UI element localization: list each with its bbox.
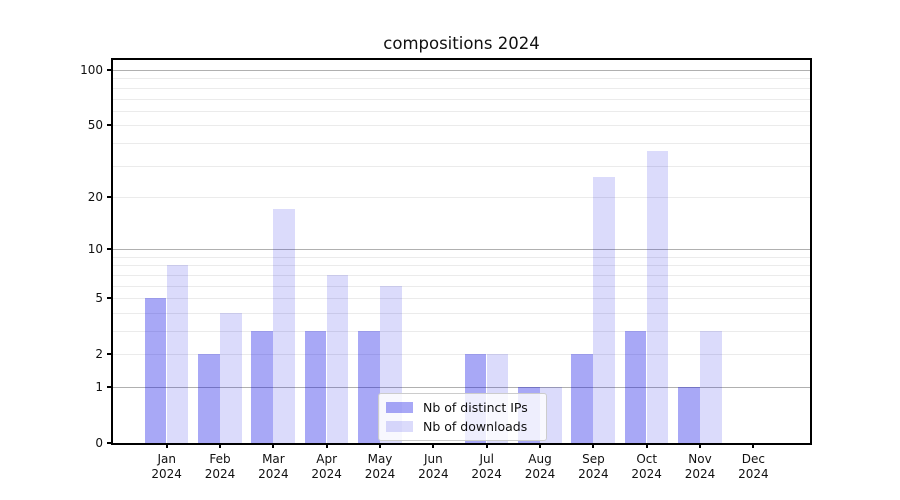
y-axis-tick bbox=[107, 195, 113, 198]
x-axis-tick bbox=[272, 443, 275, 448]
grid-line-minor bbox=[113, 165, 810, 167]
grid-line-minor bbox=[113, 125, 810, 127]
y-axis-tick bbox=[107, 297, 113, 300]
legend-item-downloads: Nb of downloads bbox=[386, 419, 538, 434]
bar-ips-jan bbox=[144, 298, 167, 443]
grid-line-minor bbox=[113, 98, 810, 100]
grid-line-major bbox=[113, 249, 810, 251]
grid-line-minor bbox=[113, 298, 810, 300]
grid-line-minor bbox=[113, 354, 810, 356]
grid-line-minor bbox=[113, 110, 810, 112]
y-axis-tick bbox=[107, 248, 113, 251]
x-axis-tick bbox=[645, 443, 648, 448]
legend-swatch-distinct-ips bbox=[386, 402, 413, 413]
bar-ips-sep bbox=[571, 354, 593, 443]
x-axis-tick bbox=[165, 443, 168, 448]
legend-label-downloads: Nb of downloads bbox=[423, 419, 528, 434]
x-axis-tick-label: Jun 2024 bbox=[418, 452, 449, 481]
bar-ips-nov bbox=[678, 387, 700, 443]
x-axis-tick bbox=[379, 443, 381, 448]
y-axis-tick-label: 10 bbox=[87, 242, 103, 257]
x-axis-tick bbox=[752, 443, 755, 448]
y-axis-tick-label: 1 bbox=[95, 380, 103, 394]
y-axis-tick-label: 5 bbox=[95, 291, 103, 306]
y-axis-tick bbox=[107, 442, 113, 444]
x-axis-tick-label: Apr 2024 bbox=[311, 452, 342, 481]
grid-line-minor bbox=[113, 78, 810, 80]
x-axis-tick bbox=[219, 443, 221, 448]
grid-line-minor bbox=[113, 265, 810, 267]
y-axis-tick-label: 100 bbox=[80, 63, 103, 77]
bar-downloads-oct bbox=[646, 151, 669, 443]
x-axis-tick-label: May 2024 bbox=[364, 452, 396, 481]
bar-ips-feb bbox=[198, 354, 220, 443]
x-axis-tick bbox=[592, 443, 595, 448]
grid-line-major bbox=[113, 387, 810, 388]
grid-line-minor bbox=[113, 312, 810, 314]
x-axis-tick bbox=[539, 443, 541, 448]
grid-line-minor bbox=[113, 87, 810, 89]
x-axis-tick bbox=[485, 443, 488, 448]
x-axis-tick-label: Dec 2024 bbox=[738, 452, 769, 481]
grid-line-minor bbox=[113, 196, 810, 198]
bar-ips-mar bbox=[251, 331, 273, 443]
x-axis-tick bbox=[432, 443, 435, 448]
x-axis-tick-label: Nov 2024 bbox=[684, 452, 716, 481]
y-axis-tick-label: 2 bbox=[95, 347, 103, 362]
legend-swatch-downloads bbox=[386, 421, 413, 432]
grid-line-major bbox=[113, 70, 810, 71]
legend: Nb of distinct IPs Nb of downloads bbox=[378, 393, 547, 441]
bar-downloads-mar bbox=[273, 209, 295, 443]
bar-downloads-sep bbox=[593, 176, 615, 443]
legend-item-distinct-ips: Nb of distinct IPs bbox=[386, 400, 538, 415]
bar-downloads-nov bbox=[700, 331, 722, 443]
x-axis-tick bbox=[325, 443, 328, 448]
legend-label-distinct-ips: Nb of distinct IPs bbox=[423, 400, 528, 415]
y-axis-tick-label: 20 bbox=[87, 189, 103, 204]
y-axis-tick-label: 50 bbox=[87, 118, 103, 133]
grid-line-minor bbox=[113, 142, 810, 144]
grid-line-minor bbox=[113, 274, 810, 276]
x-axis-tick-label: Mar 2024 bbox=[258, 452, 289, 481]
grid-line-minor bbox=[113, 331, 810, 332]
bar-ips-may bbox=[358, 331, 380, 443]
x-axis-tick-label: Oct 2024 bbox=[631, 452, 662, 481]
grid-line-minor bbox=[113, 256, 810, 258]
x-axis-tick-label: Feb 2024 bbox=[204, 452, 236, 481]
bar-downloads-jan bbox=[166, 265, 189, 443]
y-axis-tick bbox=[107, 124, 113, 127]
x-axis-tick-label: Sep 2024 bbox=[578, 452, 609, 481]
x-axis-tick bbox=[699, 443, 701, 448]
chart-title: compositions 2024 bbox=[383, 34, 540, 53]
x-axis-tick-label: Jul 2024 bbox=[471, 452, 502, 481]
y-axis-tick bbox=[107, 386, 113, 388]
x-axis-tick-label: Aug 2024 bbox=[524, 452, 556, 481]
bar-downloads-feb bbox=[220, 312, 242, 443]
y-axis-tick bbox=[107, 69, 113, 71]
x-axis-tick-label: Jan 2024 bbox=[151, 452, 182, 481]
grid-line-minor bbox=[113, 285, 810, 287]
bar-ips-apr bbox=[304, 331, 327, 443]
y-axis-tick bbox=[107, 353, 113, 356]
bar-downloads-apr bbox=[326, 274, 349, 443]
bar-ips-oct bbox=[624, 331, 647, 443]
y-axis-tick-label: 0 bbox=[95, 436, 103, 450]
plot-area: 0 1 2 5 10 20 50 100 Jan 2024 Feb 2024 Mar 2024 Apr… bbox=[80, 58, 812, 481]
